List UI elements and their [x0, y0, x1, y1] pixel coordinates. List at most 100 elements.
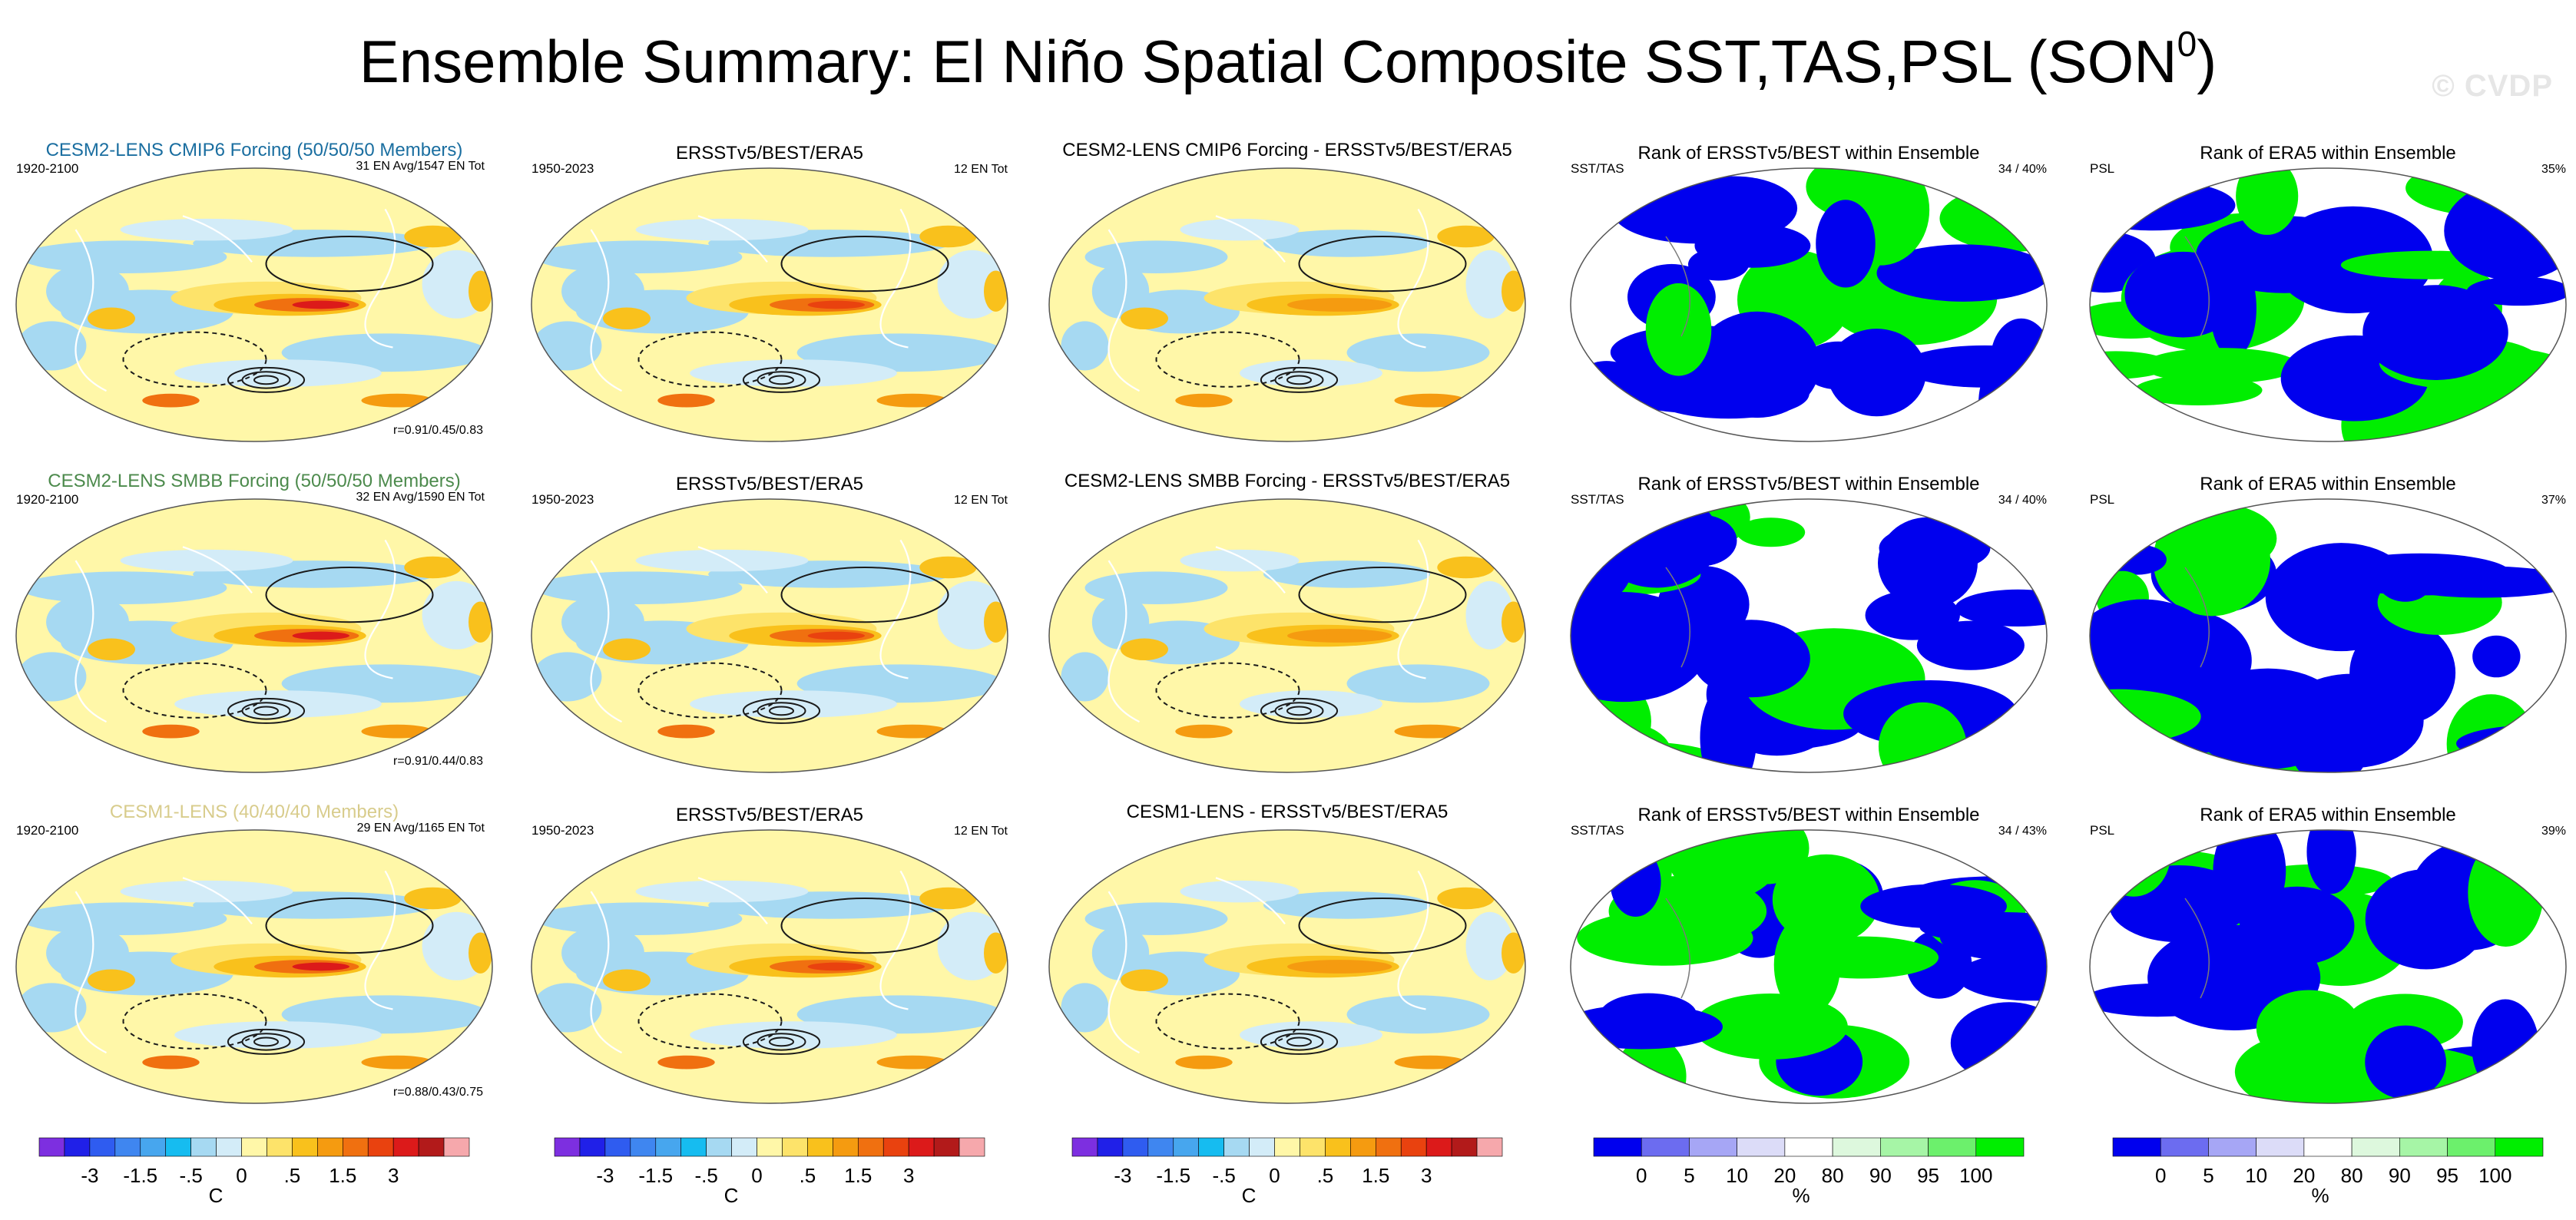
colorbar-swatch [64, 1137, 91, 1157]
anomaly-blob [292, 300, 349, 309]
rank-psl-value: 37% [2541, 494, 2566, 507]
colorbar-tick-label: 0 [751, 1164, 762, 1187]
anomaly-blob [404, 225, 462, 248]
rank-psl-panel-title: Rank of ERA5 within Ensemble [2200, 474, 2456, 494]
colorbar-swatch [2160, 1137, 2209, 1157]
colorbar-swatch [680, 1137, 707, 1157]
rank-high-region [1878, 702, 1967, 772]
psl-contour [1298, 898, 1467, 954]
map-panel-model [15, 167, 493, 442]
psl-contour [757, 702, 806, 720]
anomaly-blob [657, 393, 715, 408]
anomaly-blob [1502, 270, 1525, 312]
coastline [182, 877, 253, 924]
psl-contour [227, 1028, 306, 1055]
diff-panel-title: CESM2-LENS SMBB Forcing - ERSSTv5/BEST/E… [1065, 471, 1510, 491]
anomaly-blob [120, 218, 293, 241]
anomaly-blob [404, 556, 462, 579]
rank-high-region [2090, 689, 2201, 744]
psl-contour [1155, 993, 1300, 1050]
anomaly-blob [535, 571, 743, 605]
colorbar-tick-label: .5 [1317, 1164, 1334, 1187]
rank-high-region [1571, 720, 1671, 772]
anomaly-blob [1121, 638, 1168, 661]
rank-low-region [1955, 589, 2047, 627]
anomaly-blob [361, 724, 433, 739]
coastline [74, 560, 107, 723]
rank-high-region [2346, 994, 2463, 1050]
map-panel-diff [1048, 498, 1526, 773]
coastline [364, 208, 396, 349]
map-outline [15, 167, 493, 442]
rank-low-region [1827, 329, 1926, 417]
anomaly-blob [1121, 969, 1168, 992]
colorbar-swatch [2256, 1137, 2305, 1157]
colorbar-tick-label: 5 [1684, 1164, 1694, 1187]
anomaly-blob [404, 887, 462, 910]
colorbar-tick-label: 1.5 [844, 1164, 872, 1187]
rank-colorbar [2112, 1137, 2544, 1157]
map-panel-obs [531, 498, 1008, 773]
psl-contour [241, 371, 291, 389]
coastline [1215, 877, 1286, 924]
rank-sst-value: 34 / 40% [1998, 494, 2047, 507]
rank-low-region [2472, 635, 2521, 678]
psl-contour [637, 662, 783, 719]
psl-contour [122, 662, 267, 719]
psl-contour [227, 697, 306, 724]
anomaly-blob [88, 969, 135, 992]
anomaly-blob [1175, 1055, 1233, 1070]
rank-low-region [2090, 599, 2215, 694]
psl-contour [1274, 1033, 1324, 1051]
psl-contour [780, 898, 949, 954]
psl-contour [265, 898, 434, 954]
anomaly-blob [19, 902, 227, 936]
colorbar-tick-label: .5 [800, 1164, 816, 1187]
colorbar-swatch [1122, 1137, 1149, 1157]
psl-contour [122, 331, 267, 388]
rank-low-region [2472, 999, 2539, 1095]
colorbar-swatch [579, 1137, 606, 1157]
colorbar-swatch [1593, 1137, 1642, 1157]
map-panel-diff [1048, 167, 1526, 442]
psl-contour [742, 1028, 821, 1055]
map-panel-model [15, 498, 493, 773]
colorbar-swatch [757, 1137, 783, 1157]
colorbar-tick-label: -.5 [179, 1164, 202, 1187]
colorbar-swatch [706, 1137, 732, 1157]
psl-contour [1274, 702, 1324, 720]
colorbar-swatch [1641, 1137, 1690, 1157]
coastline [697, 877, 768, 924]
psl-contour [1260, 697, 1339, 724]
anomaly-blob [1394, 393, 1466, 408]
colorbar-swatch [882, 1137, 909, 1157]
colorbar-swatch [342, 1137, 369, 1157]
colorbar-swatch [418, 1137, 445, 1157]
anomaly-blob [807, 962, 866, 971]
obs-count: 12 EN Tot [954, 163, 1008, 176]
colorbar-tick-label: -3 [1114, 1164, 1131, 1187]
anomaly-blob [19, 571, 227, 605]
colorbar-swatch [2112, 1137, 2161, 1157]
rank-low-region [1571, 510, 1634, 607]
colorbar-swatch [241, 1137, 267, 1157]
coastline [182, 215, 253, 263]
anomaly-colorbar [1071, 1137, 1503, 1157]
rank-high-region [1773, 914, 1841, 1016]
rank-sst-label: SST/TAS [1571, 492, 1624, 507]
anomaly-blob [603, 638, 651, 661]
map-panel-rank2 [2089, 498, 2567, 773]
coastline [182, 546, 253, 593]
colorbar-swatch [89, 1137, 116, 1157]
map-outline [531, 498, 1008, 773]
rank-low-region [2376, 554, 2435, 602]
rank-psl-panel-title: Rank of ERA5 within Ensemble [2200, 143, 2456, 164]
psl-contour [241, 1033, 291, 1051]
colorbar-swatch [190, 1137, 217, 1157]
colorbar-swatch [1097, 1137, 1124, 1157]
anomaly-blob [876, 724, 949, 739]
rank-sst-label: SST/TAS [1571, 823, 1624, 838]
obs-count: 12 EN Tot [954, 825, 1008, 838]
colorbar-swatch [782, 1137, 808, 1157]
colorbar-units: C [209, 1184, 223, 1207]
